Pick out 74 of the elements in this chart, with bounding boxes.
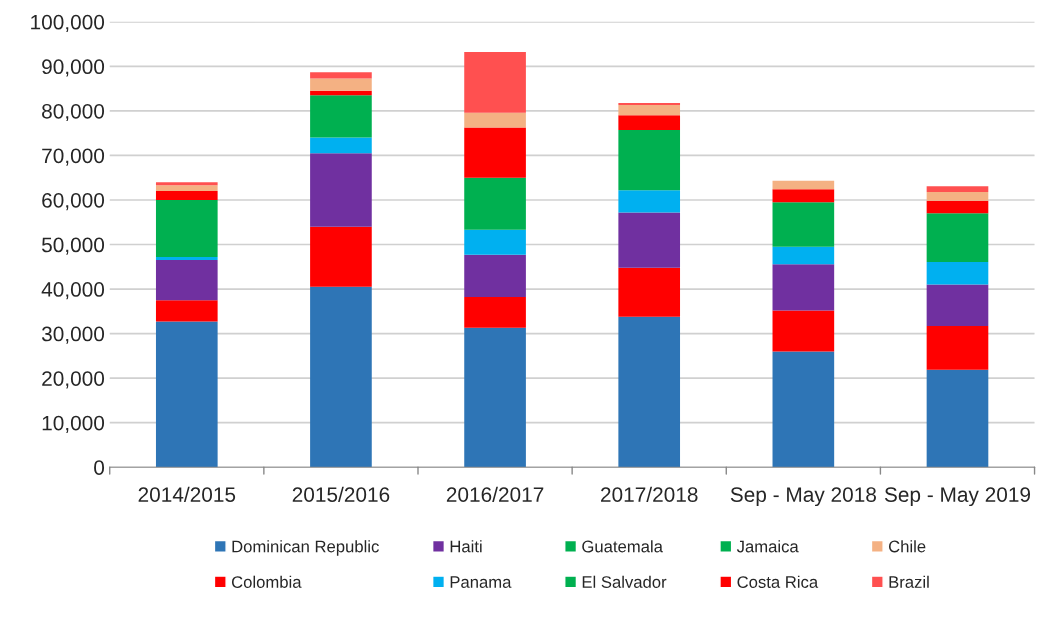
bar	[772, 310, 835, 352]
bar	[464, 112, 526, 128]
legend-label: Haiti	[450, 540, 482, 553]
x-tick-label: Sep - May 2018	[730, 487, 876, 507]
y-tick-label: 100,000	[31, 14, 105, 33]
bar	[310, 90, 372, 96]
y-tick-label: 90,000	[42, 59, 105, 77]
legend-label: Jamaica	[736, 540, 799, 553]
x-tick-label: 2016/2017	[446, 486, 544, 502]
bar	[310, 286, 372, 468]
legend-label: Guatemala	[582, 540, 663, 553]
y-tick-label: 20,000	[42, 371, 105, 389]
bar	[310, 226, 372, 287]
bar	[618, 105, 681, 116]
bar	[155, 300, 218, 322]
bar	[310, 137, 372, 154]
bar	[310, 72, 372, 79]
bar	[926, 369, 989, 468]
legend-label: El Salvador	[582, 575, 667, 588]
bar	[155, 257, 218, 261]
x-tick-label: 2014/2015	[138, 486, 236, 502]
legend-label: Brazil	[889, 575, 929, 588]
bar	[310, 153, 372, 227]
bar	[926, 186, 989, 192]
bar	[618, 212, 681, 268]
bar	[464, 254, 526, 298]
bar	[618, 190, 681, 213]
bar	[926, 191, 989, 201]
bar	[618, 267, 681, 317]
bar	[772, 202, 835, 247]
bar	[618, 102, 681, 106]
y-tick-label: 50,000	[41, 237, 105, 255]
bar	[772, 351, 835, 468]
y-tick-label: 40,000	[41, 282, 105, 300]
legend-label: Costa Rica	[737, 575, 819, 588]
bar	[155, 182, 218, 186]
y-tick-label: 60,000	[42, 192, 105, 211]
bar	[155, 185, 218, 192]
bar	[464, 297, 526, 328]
bar	[926, 213, 989, 262]
bar	[464, 52, 526, 113]
y-tick-label: 80,000	[42, 103, 105, 122]
y-tick-label: 70,000	[42, 148, 105, 166]
bar	[464, 229, 526, 255]
bar	[618, 115, 681, 131]
bar	[926, 261, 989, 285]
bar	[464, 127, 526, 178]
x-tick-label: 2017/2018	[601, 486, 698, 502]
x-tick-label: 2015/2016	[292, 486, 390, 502]
bar	[155, 199, 218, 257]
legend-label: Colombia	[231, 575, 302, 588]
bar	[926, 200, 989, 214]
y-tick-label: 10,000	[42, 415, 105, 433]
legend-label: Panama	[450, 576, 512, 588]
bar	[155, 260, 218, 301]
bar	[464, 327, 526, 468]
bar	[618, 316, 681, 468]
bar	[310, 95, 372, 138]
bar	[155, 321, 218, 468]
bar	[772, 246, 835, 265]
bar	[772, 180, 835, 190]
legend-label: Chile	[888, 540, 926, 553]
legend-label: Dominican Republic	[232, 540, 379, 556]
bar	[618, 130, 681, 191]
bar	[772, 189, 835, 203]
bar	[155, 191, 218, 200]
bar	[772, 264, 835, 311]
bar	[464, 177, 526, 230]
bar	[310, 78, 372, 91]
bar	[926, 326, 989, 370]
x-tick-label: Sep - May 2019	[884, 487, 1031, 507]
bar	[926, 284, 989, 327]
y-tick-label: 30,000	[41, 326, 105, 344]
y-tick-label: 0	[94, 460, 105, 475]
